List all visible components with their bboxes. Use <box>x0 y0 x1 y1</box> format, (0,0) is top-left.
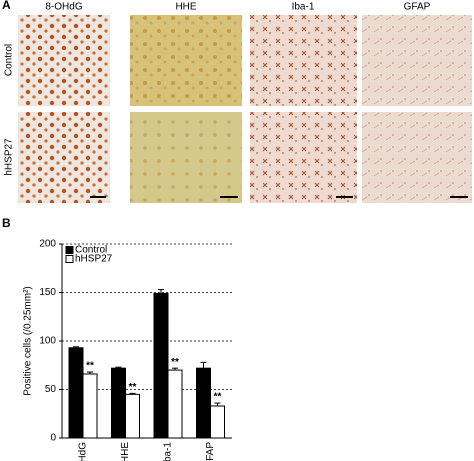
legend-swatch <box>65 246 74 254</box>
significance: ** <box>86 361 94 372</box>
micrograph <box>362 15 472 106</box>
bar <box>68 347 84 439</box>
micrograph <box>130 112 242 203</box>
x-tick-label: HHE <box>120 442 131 461</box>
bar <box>210 405 225 439</box>
micrograph <box>362 112 472 203</box>
bar <box>196 367 211 439</box>
micrograph <box>18 15 110 106</box>
significance: ** <box>129 382 137 393</box>
micrograph <box>18 112 110 203</box>
y-tick-label: 150 <box>39 287 56 298</box>
bar <box>153 292 169 439</box>
significance: ** <box>171 357 179 368</box>
legend-label: hHSP27 <box>75 254 113 265</box>
legend-label: Control <box>75 245 107 256</box>
y-tick-label: 200 <box>39 239 56 250</box>
column-header: 8-OHdG <box>45 2 82 13</box>
row-label: hHSP27 <box>4 138 15 176</box>
panel-label: A <box>2 0 11 12</box>
column-header: Iba-1 <box>292 2 315 13</box>
micrograph <box>250 15 357 106</box>
panel-label: B <box>2 216 11 230</box>
bar <box>111 367 126 439</box>
row-label: Control <box>4 44 15 76</box>
y-tick-label: 100 <box>39 336 56 347</box>
bar <box>82 373 98 439</box>
y-tick-label: 50 <box>45 384 57 395</box>
significance: ** <box>214 392 222 403</box>
bar <box>125 393 140 439</box>
panel-a: A <box>2 0 472 203</box>
y-tick-label: 0 <box>50 433 56 444</box>
column-header: HHE <box>175 2 196 13</box>
y-axis-label: Positive cells (/0.25mm²) <box>23 286 34 395</box>
legend-swatch <box>65 255 74 263</box>
micrograph <box>250 112 357 203</box>
column-header: GFAP <box>404 2 431 13</box>
x-tick-label: GFAP <box>205 442 216 461</box>
x-tick-label: 8-OHdG <box>78 442 89 461</box>
micrograph <box>130 15 242 106</box>
x-tick-label: Iba-1 <box>163 442 174 461</box>
bar <box>167 369 183 439</box>
